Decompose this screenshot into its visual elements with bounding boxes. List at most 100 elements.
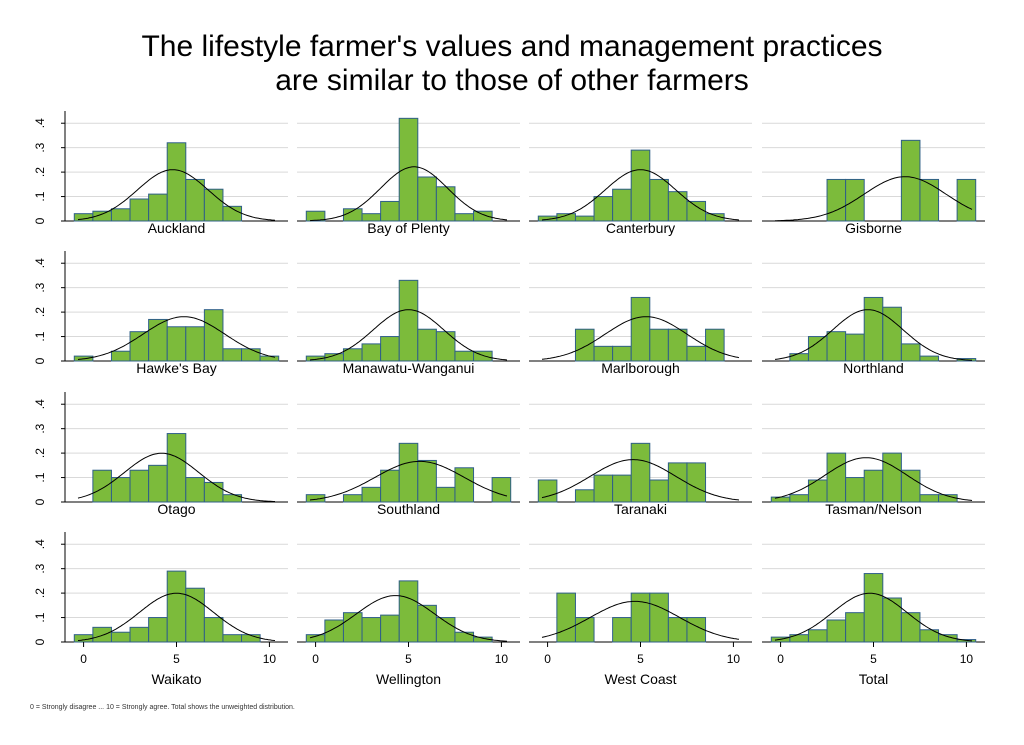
panel-label-tasman-nelson: Tasman/Nelson (825, 501, 922, 517)
y-tick-label: .4 (33, 539, 47, 549)
histogram-bar (417, 604, 437, 643)
histogram-bar (148, 464, 168, 503)
normal-density-curve (309, 595, 508, 642)
histogram-bar (166, 570, 187, 643)
histogram-bar (166, 142, 187, 222)
histogram-bar (686, 345, 707, 362)
normal-density-curve (77, 316, 276, 360)
y-tick-label: .4 (33, 258, 47, 268)
histogram-bar (148, 617, 168, 643)
histogram-bar (826, 452, 847, 503)
x-tick-label: 0 (80, 652, 87, 666)
histogram-bar (612, 345, 632, 362)
histogram-bar (649, 178, 669, 222)
normal-density-curve (774, 457, 973, 501)
histogram-bar (863, 469, 884, 503)
y-tick-label: 0 (33, 498, 47, 505)
histogram-bar (398, 580, 419, 643)
chart-title-line-2: are similar to those of other farmers (275, 64, 749, 97)
histogram-bar (630, 592, 651, 643)
y-tick-label: 0 (33, 217, 47, 224)
x-tick-label: 10 (727, 652, 741, 666)
histogram-bar (305, 634, 326, 643)
histogram-bar (110, 477, 131, 503)
panel-label-wellington: Wellington (376, 671, 441, 687)
x-tick-label: 5 (870, 652, 877, 666)
histogram-bar (882, 597, 902, 643)
histogram-bar (92, 469, 112, 503)
y-tick-label: .1 (33, 331, 47, 341)
histogram-bar (770, 496, 791, 503)
histogram-bar (129, 198, 150, 222)
y-tick-label: .4 (33, 399, 47, 409)
y-tick-label: .3 (33, 142, 47, 152)
histogram-bar (380, 336, 400, 362)
histogram-bar (203, 481, 224, 503)
histogram-bar (454, 213, 475, 222)
y-tick-label: .2 (33, 167, 47, 177)
histogram-bar (900, 612, 921, 643)
histogram-bar (241, 348, 261, 362)
histogram-bar (259, 355, 280, 362)
histogram-bar (342, 494, 363, 503)
histogram-bar (417, 459, 437, 503)
histogram-bar (166, 326, 187, 362)
histogram-bar (166, 433, 187, 503)
histogram-bar (491, 477, 512, 503)
histogram-bar (574, 215, 595, 222)
histogram-bar (667, 462, 688, 503)
x-tick-label: 10 (960, 652, 974, 666)
histogram-bar (789, 494, 809, 503)
histogram-bar (807, 336, 828, 362)
y-tick-label: .3 (33, 563, 47, 573)
histogram-bar (473, 210, 493, 222)
panel-label-manawatu-wanganui: Manawatu-Wanganui (343, 360, 475, 376)
histogram-bar (185, 477, 205, 503)
panel-label-canterbury: Canterbury (606, 220, 675, 236)
histogram-bar (630, 296, 651, 362)
histogram-bar (203, 309, 224, 362)
normal-density-curve (309, 309, 508, 361)
normal-density-curve (541, 316, 740, 360)
chart-title: The lifestyle farmer's values and manage… (0, 30, 1024, 98)
histogram-bar (110, 208, 131, 222)
normal-density-curve (541, 459, 740, 501)
y-tick-label: .4 (33, 118, 47, 128)
histogram-bar (686, 462, 707, 503)
histogram-bar (380, 200, 400, 222)
histogram-bar (417, 176, 437, 222)
histogram-bar (92, 626, 112, 643)
histogram-bar (919, 178, 940, 222)
x-tick-label: 10 (263, 652, 277, 666)
histogram-bar (919, 355, 940, 362)
histogram-bar (435, 617, 456, 643)
histogram-bar (305, 494, 326, 503)
histogram-bar (129, 469, 150, 503)
histogram-bar (222, 634, 243, 643)
histogram-bar (380, 614, 400, 643)
panel-label-hawke-s-bay: Hawke's Bay (136, 360, 216, 376)
y-tick-label: 0 (33, 357, 47, 364)
normal-density-curve (541, 169, 740, 221)
histogram-bar (435, 186, 456, 222)
normal-density-curve (541, 600, 740, 640)
histogram-bar (454, 467, 475, 503)
histogram-bar (222, 494, 243, 503)
histogram-bar (398, 279, 419, 362)
panel-label-northland: Northland (843, 360, 904, 376)
histogram-bar (845, 612, 865, 643)
y-tick-label: .3 (33, 423, 47, 433)
histogram-bar (612, 474, 632, 503)
histogram-bar (593, 474, 614, 503)
histogram-bar (900, 343, 921, 362)
x-tick-label: 0 (312, 652, 319, 666)
histogram-bar (863, 573, 884, 643)
histogram-bar (129, 626, 150, 643)
histogram-bar (203, 188, 224, 222)
histogram-bar (435, 331, 456, 362)
normal-density-curve (775, 176, 973, 222)
normal-density-curve (77, 452, 275, 502)
histogram-bar (845, 333, 865, 362)
y-tick-label: .1 (33, 472, 47, 482)
histogram-bar (900, 469, 921, 503)
